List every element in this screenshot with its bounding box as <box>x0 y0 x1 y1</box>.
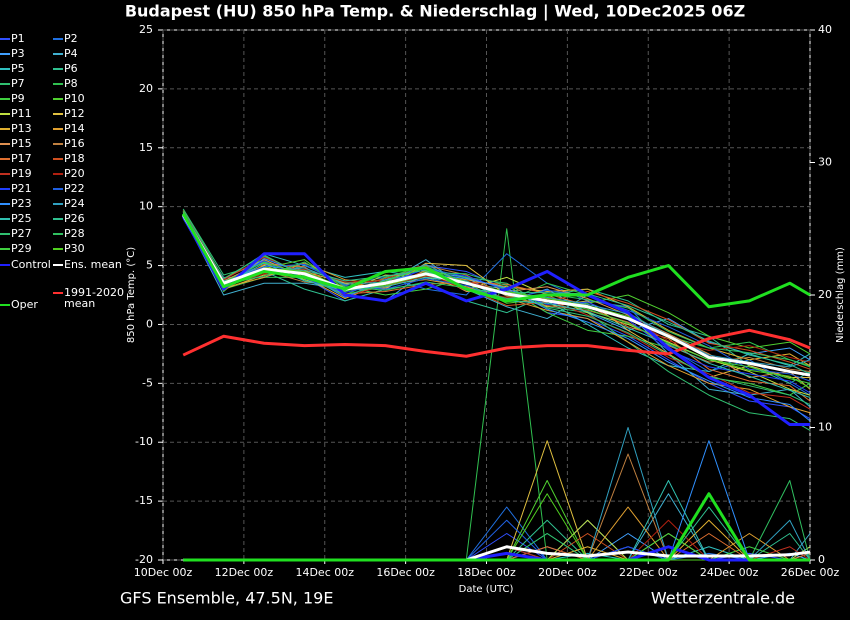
legend-label: P29 <box>11 242 32 255</box>
x-tick-label: 16Dec 00z <box>376 566 435 579</box>
x-axis-label: Date (UTC) <box>459 584 514 595</box>
legend-label: P9 <box>11 92 25 105</box>
legend-label: 1991-2020 mean <box>64 286 124 310</box>
temp-line <box>182 214 811 402</box>
temp-line <box>182 208 811 405</box>
x-tick-label: 10Dec 00z <box>134 566 193 579</box>
chart-title: Budapest (HU) 850 hPa Temp. & Niederschl… <box>125 2 745 22</box>
legend-label: P7 <box>11 77 25 90</box>
x-tick-label: 12Dec 00z <box>215 566 274 579</box>
y-tick-label: 20 <box>139 82 153 95</box>
legend-label: P27 <box>11 227 32 240</box>
legend-label: Oper <box>11 298 38 311</box>
legend-label: P2 <box>64 32 78 45</box>
legend-label: P19 <box>11 167 32 180</box>
legend-label: P15 <box>11 137 32 150</box>
x-tick-label: 24Dec 00z <box>700 566 759 579</box>
temp-line <box>182 211 811 389</box>
legend-label: P12 <box>64 107 85 120</box>
y-tick-label: 5 <box>146 259 153 272</box>
legend-label: P16 <box>64 137 85 150</box>
legend-label-line: 1991-2020 <box>64 286 124 299</box>
x-tick-label: 26Dec 00z <box>781 566 840 579</box>
legend-label: P13 <box>11 122 32 135</box>
legend-label: P25 <box>11 212 32 225</box>
y2-tick-label: 10 <box>818 421 832 434</box>
y-tick-label: -20 <box>135 553 153 566</box>
legend-label-line: mean <box>64 297 95 310</box>
y-tick-label: 0 <box>146 317 153 330</box>
y2-tick-label: 20 <box>818 288 832 301</box>
temp-line <box>182 328 811 358</box>
legend-label: P8 <box>64 77 78 90</box>
legend-label: P22 <box>64 182 85 195</box>
temp-line <box>181 214 811 377</box>
y-tick-label: 10 <box>139 200 153 213</box>
y-tick-label: -10 <box>135 435 153 448</box>
y-tick-label: 15 <box>139 141 153 154</box>
legend-label: P4 <box>64 47 78 60</box>
legend-label: P3 <box>11 47 25 60</box>
legend-label: P24 <box>64 197 85 210</box>
x-tick-label: 18Dec 00z <box>457 566 516 579</box>
precip-line <box>183 492 810 562</box>
x-tick-label: 22Dec 00z <box>619 566 678 579</box>
source: Wetterzentrale.de <box>651 589 795 608</box>
legend-label: P1 <box>11 32 25 45</box>
legend-label: P14 <box>64 122 85 135</box>
y2-tick-label: 30 <box>818 156 832 169</box>
legend-label: P6 <box>64 62 78 75</box>
legend-label: P17 <box>11 152 32 165</box>
legend-label: P11 <box>11 107 32 120</box>
y2-tick-label: 40 <box>818 23 832 36</box>
legend-label: P26 <box>64 212 85 225</box>
y-tick-label: -5 <box>142 376 153 389</box>
temp-line <box>181 213 811 309</box>
temp-line <box>182 214 811 355</box>
legend-label: P21 <box>11 182 32 195</box>
legend-label: Ens. mean <box>64 258 122 271</box>
y2-axis-label: Niederschlag (mm) <box>835 247 846 343</box>
legend-label: P20 <box>64 167 85 180</box>
legend-label: Control <box>11 258 51 271</box>
legend-label: P18 <box>64 152 85 165</box>
legend-label: P23 <box>11 197 32 210</box>
x-tick-label: 20Dec 00z <box>538 566 597 579</box>
subtitle: GFS Ensemble, 47.5N, 19E <box>120 589 333 608</box>
y-tick-label: -15 <box>135 494 153 507</box>
temp-line <box>181 215 810 427</box>
legend-label: P5 <box>11 62 25 75</box>
y-tick-label: 25 <box>139 23 153 36</box>
legend-label: P10 <box>64 92 85 105</box>
temp-line <box>182 215 811 368</box>
legend-label: P30 <box>64 242 85 255</box>
x-tick-label: 14Dec 00z <box>295 566 354 579</box>
legend-label: P28 <box>64 227 85 240</box>
y-axis-label: 850 hPa Temp. (°C) <box>126 247 137 343</box>
y2-tick-label: 0 <box>818 553 825 566</box>
